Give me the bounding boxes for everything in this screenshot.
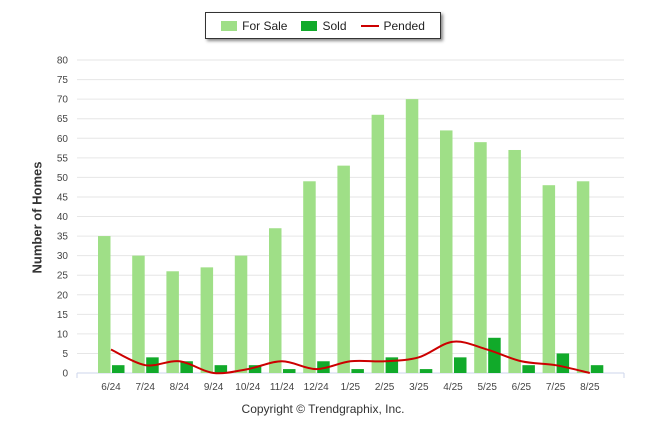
sold-bar bbox=[351, 369, 364, 373]
x-tick-label: 2/25 bbox=[375, 382, 395, 393]
for-sale-bar bbox=[508, 149, 521, 373]
x-tick-label: 7/24 bbox=[135, 382, 155, 393]
x-tick-label: 10/24 bbox=[235, 382, 260, 393]
x-tick-label: 1/25 bbox=[341, 382, 361, 393]
for-sale-bar bbox=[98, 236, 111, 373]
y-tick-label: 80 bbox=[57, 56, 69, 67]
y-tick-label: 65 bbox=[57, 114, 69, 125]
y-tick-label: 60 bbox=[57, 134, 69, 145]
sold-bar bbox=[283, 369, 296, 373]
for-sale-bar bbox=[200, 267, 214, 373]
pended-swatch bbox=[360, 24, 379, 27]
for-sale-swatch bbox=[221, 20, 238, 31]
copyright: Copyright © Trendgraphix, Inc. bbox=[241, 402, 405, 416]
y-tick-label: 40 bbox=[57, 212, 69, 223]
y-tick-label: 35 bbox=[57, 232, 69, 243]
x-tick-label: 5/25 bbox=[477, 382, 497, 393]
y-tick-label: 50 bbox=[57, 173, 69, 184]
y-axis-title: Number of Homes bbox=[29, 161, 45, 274]
x-tick-label: 9/24 bbox=[204, 382, 224, 393]
y-tick-label: 10 bbox=[57, 329, 69, 340]
for-sale-bar bbox=[269, 228, 282, 373]
legend-label: Sold bbox=[322, 18, 347, 33]
x-tick-label: 12/24 bbox=[304, 382, 329, 393]
y-tick-label: 5 bbox=[62, 349, 68, 360]
sold-bar bbox=[317, 361, 330, 373]
sold-bar bbox=[522, 365, 535, 373]
sold-bar bbox=[590, 365, 604, 373]
x-tick-label: 4/25 bbox=[443, 382, 463, 393]
y-tick-label: 25 bbox=[57, 271, 69, 282]
for-sale-bar bbox=[542, 185, 556, 373]
y-tick-label: 30 bbox=[57, 251, 69, 262]
for-sale-bar bbox=[405, 99, 419, 373]
for-sale-bar bbox=[576, 181, 590, 373]
x-tick-label: 7/25 bbox=[546, 382, 566, 393]
legend-label: Pended bbox=[383, 18, 425, 33]
legend: For Sale Sold Pended bbox=[205, 12, 441, 39]
sold-bar bbox=[248, 365, 262, 373]
for-sale-bar bbox=[234, 255, 248, 373]
y-tick-label: 20 bbox=[57, 290, 69, 301]
x-tick-label: 8/24 bbox=[170, 382, 190, 393]
x-tick-label: 3/25 bbox=[409, 382, 429, 393]
y-tick-label: 0 bbox=[62, 369, 68, 380]
y-tick-label: 15 bbox=[57, 310, 69, 321]
legend-item-sold[interactable]: Sold bbox=[301, 18, 347, 33]
for-sale-bar bbox=[166, 271, 179, 373]
y-tick-label: 75 bbox=[57, 75, 69, 86]
for-sale-bar bbox=[337, 165, 350, 373]
y-tick-label: 55 bbox=[57, 153, 69, 164]
pended-line bbox=[110, 340, 591, 375]
x-tick-label: 6/25 bbox=[512, 382, 532, 393]
sold-swatch bbox=[301, 20, 318, 31]
sold-bar bbox=[488, 337, 501, 373]
sold-bar bbox=[214, 365, 228, 373]
for-sale-bar bbox=[371, 114, 385, 374]
sold-bar bbox=[454, 357, 467, 373]
for-sale-bar bbox=[303, 181, 316, 373]
x-tick-label: 8/25 bbox=[580, 382, 600, 393]
sold-bar bbox=[112, 365, 125, 373]
sold-bar bbox=[419, 369, 433, 373]
for-sale-bar bbox=[132, 255, 145, 373]
x-tick-label: 11/24 bbox=[270, 382, 295, 393]
legend-label: For Sale bbox=[242, 18, 288, 33]
y-tick-label: 70 bbox=[57, 95, 69, 106]
for-sale-bar bbox=[440, 130, 453, 373]
sold-bar bbox=[180, 361, 193, 373]
sold-bar bbox=[556, 353, 570, 373]
for-sale-bar bbox=[474, 142, 487, 373]
legend-item-for-sale[interactable]: For Sale bbox=[221, 19, 287, 33]
y-tick-label: 45 bbox=[57, 192, 69, 203]
legend-item-pended[interactable]: Pended bbox=[360, 18, 425, 33]
x-tick-label: 6/24 bbox=[101, 382, 121, 393]
